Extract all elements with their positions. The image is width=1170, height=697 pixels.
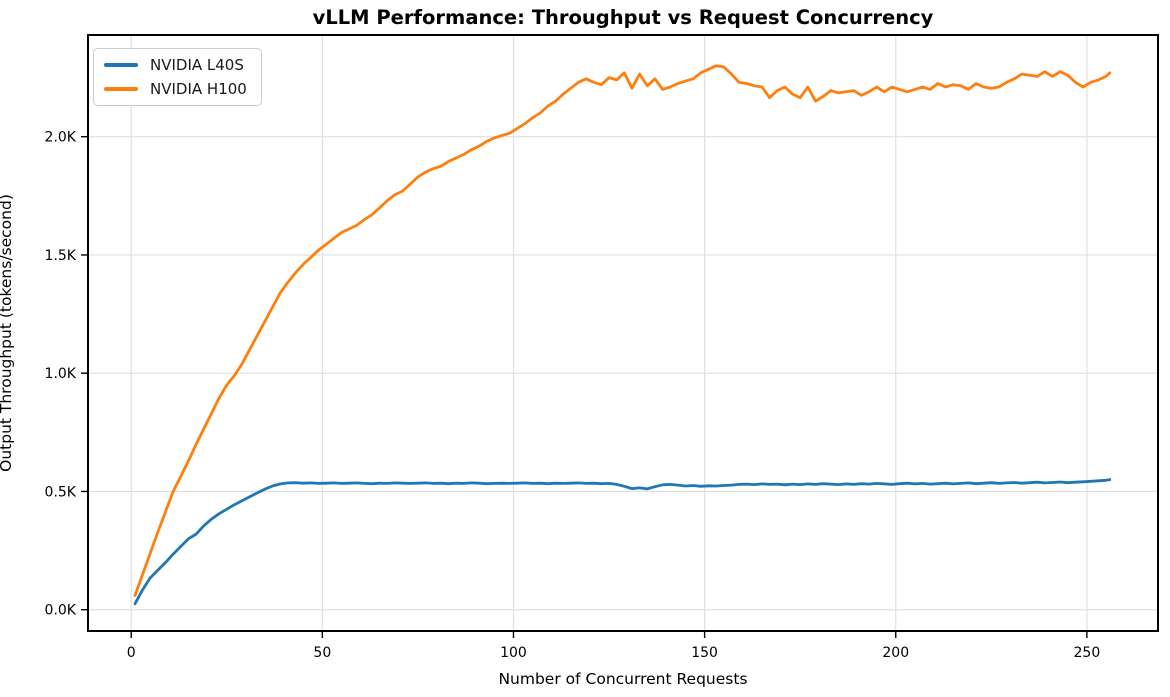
grid-layer <box>88 35 1158 631</box>
x-tick-label: 0 <box>127 645 136 661</box>
series-line-nvidia-h100 <box>133 64 1112 597</box>
series-layer <box>133 64 1112 606</box>
legend-item: NVIDIA L40S <box>104 57 247 74</box>
y-tick-label: 0.5K <box>45 484 77 500</box>
y-axis-label: Output Throughput (tokens/second) <box>0 194 15 472</box>
legend-swatch <box>104 63 138 68</box>
legend-item: NVIDIA H100 <box>104 79 247 98</box>
x-tick-label: 100 <box>500 645 527 661</box>
chart-title: vLLM Performance: Throughput vs Request … <box>313 6 934 29</box>
x-tick-label: 200 <box>882 645 909 661</box>
y-tick-label: 0.0K <box>45 603 77 619</box>
x-axis-label: Number of Concurrent Requests <box>498 670 747 688</box>
y-tick-label: 2.0K <box>45 130 77 146</box>
legend-swatch <box>104 86 138 91</box>
legend-label: NVIDIA H100 <box>150 79 247 98</box>
ticks-layer: 0 50 100 150 200 250 0.0K 0.5K 1.0K 1.5K 2.0K <box>45 130 1101 661</box>
x-tick-label: 50 <box>313 645 331 661</box>
legend-label: NVIDIA L40S <box>150 56 244 74</box>
y-tick-label: 1.5K <box>45 248 77 264</box>
plot-frame <box>87 34 1159 632</box>
y-tick-label: 1.0K <box>45 366 77 382</box>
x-tick-label: 250 <box>1074 645 1101 661</box>
series-line-nvidia-l40s <box>133 478 1112 606</box>
x-tick-label: 150 <box>691 645 718 661</box>
legend: NVIDIA L40S NVIDIA H100 <box>93 48 262 106</box>
